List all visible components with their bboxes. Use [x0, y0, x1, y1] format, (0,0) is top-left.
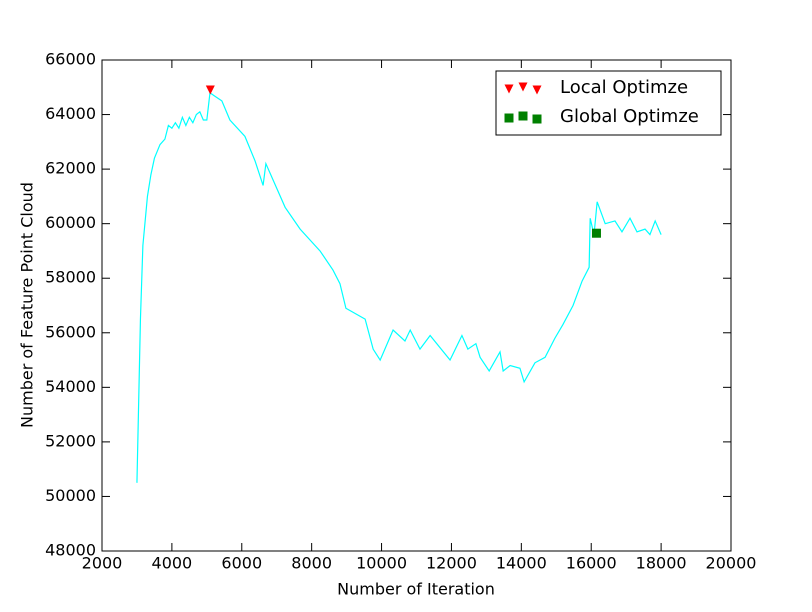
legend-marker: [532, 85, 542, 95]
y-tick-label: 58000: [45, 268, 96, 287]
x-tick-label: 14000: [496, 554, 547, 573]
y-tick-label: 54000: [45, 377, 96, 396]
y-tick-label: 60000: [45, 213, 96, 232]
marker: [205, 85, 215, 95]
legend-label: Local Optimze: [560, 77, 688, 98]
y-axis-label: Number of Feature Point Cloud: [18, 182, 37, 428]
y-tick-label: 50000: [45, 486, 96, 505]
x-tick-label: 2000: [82, 554, 123, 573]
legend-label: Global Optimze: [560, 106, 699, 127]
x-tick-label: 16000: [566, 554, 617, 573]
y-tick-label: 64000: [45, 104, 96, 123]
x-tick-label: 20000: [706, 554, 757, 573]
x-tick-label: 12000: [426, 554, 477, 573]
x-tick-label: 8000: [291, 554, 332, 573]
legend-marker: [518, 82, 528, 92]
x-tick-label: 4000: [152, 554, 193, 573]
legend-marker: [504, 113, 514, 123]
plot-frame: [101, 59, 732, 552]
x-tick-label: 18000: [636, 554, 687, 573]
y-tick-label: 56000: [45, 322, 96, 341]
x-tick-label: 6000: [221, 554, 262, 573]
legend-marker: [504, 84, 514, 94]
data-line: [136, 91, 662, 483]
y-tick-label: 48000: [45, 541, 96, 560]
y-tick-label: 66000: [45, 50, 96, 69]
x-tick-label: 10000: [356, 554, 407, 573]
legend-marker: [532, 114, 542, 124]
x-axis-label: Number of Iteration: [337, 580, 495, 599]
y-tick-label: 52000: [45, 431, 96, 450]
marker: [591, 228, 601, 238]
legend-box: [495, 70, 722, 136]
y-tick-label: 62000: [45, 159, 96, 178]
legend-marker: [518, 111, 528, 121]
